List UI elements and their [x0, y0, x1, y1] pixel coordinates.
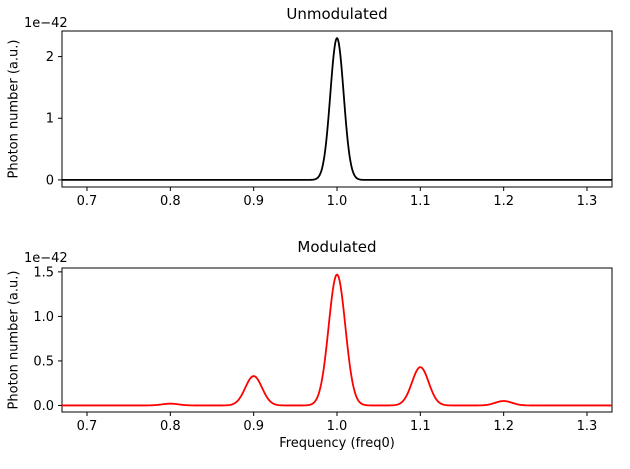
spectrum-line	[61, 37, 613, 181]
unmodulated-ylabel: Photon number (a.u.)	[6, 39, 22, 179]
modulated-title: Modulated	[297, 238, 377, 256]
y-tick-label: 0	[46, 173, 54, 188]
x-tick-label: 1.1	[410, 419, 431, 434]
x-tick-label: 1.0	[327, 194, 348, 209]
modulated-ylabel: Photon number (a.u.)	[6, 270, 22, 410]
spectrum-line	[61, 273, 613, 407]
x-tick-label: 1.2	[493, 194, 514, 209]
y-tick-label: 0.0	[33, 399, 54, 414]
x-tick-label: 0.7	[77, 419, 98, 434]
x-tick-label: 0.9	[243, 194, 264, 209]
unmodulated-offset-label: 1e−42	[24, 16, 68, 31]
x-tick-label: 1.1	[410, 194, 431, 209]
x-tick-label: 0.9	[243, 419, 264, 434]
x-tick-label: 1.2	[493, 419, 514, 434]
modulated-offset-label: 1e−42	[24, 251, 68, 266]
unmodulated-title: Unmodulated	[286, 5, 388, 23]
x-tick-label: 1.3	[577, 194, 598, 209]
x-tick-label: 0.7	[77, 194, 98, 209]
x-tick-label: 0.8	[160, 194, 181, 209]
x-tick-label: 1.3	[577, 419, 598, 434]
y-tick-label: 1.0	[33, 310, 54, 325]
y-tick-label: 1	[46, 112, 54, 127]
x-tick-label: 0.8	[160, 419, 181, 434]
axes-box	[61, 267, 613, 413]
y-tick-label: 0.5	[33, 354, 54, 369]
modulated-xlabel: Frequency (freq0)	[279, 436, 395, 451]
y-tick-label: 1.5	[33, 265, 54, 280]
y-tick-label: 2	[46, 50, 54, 65]
x-tick-label: 1.0	[327, 419, 348, 434]
